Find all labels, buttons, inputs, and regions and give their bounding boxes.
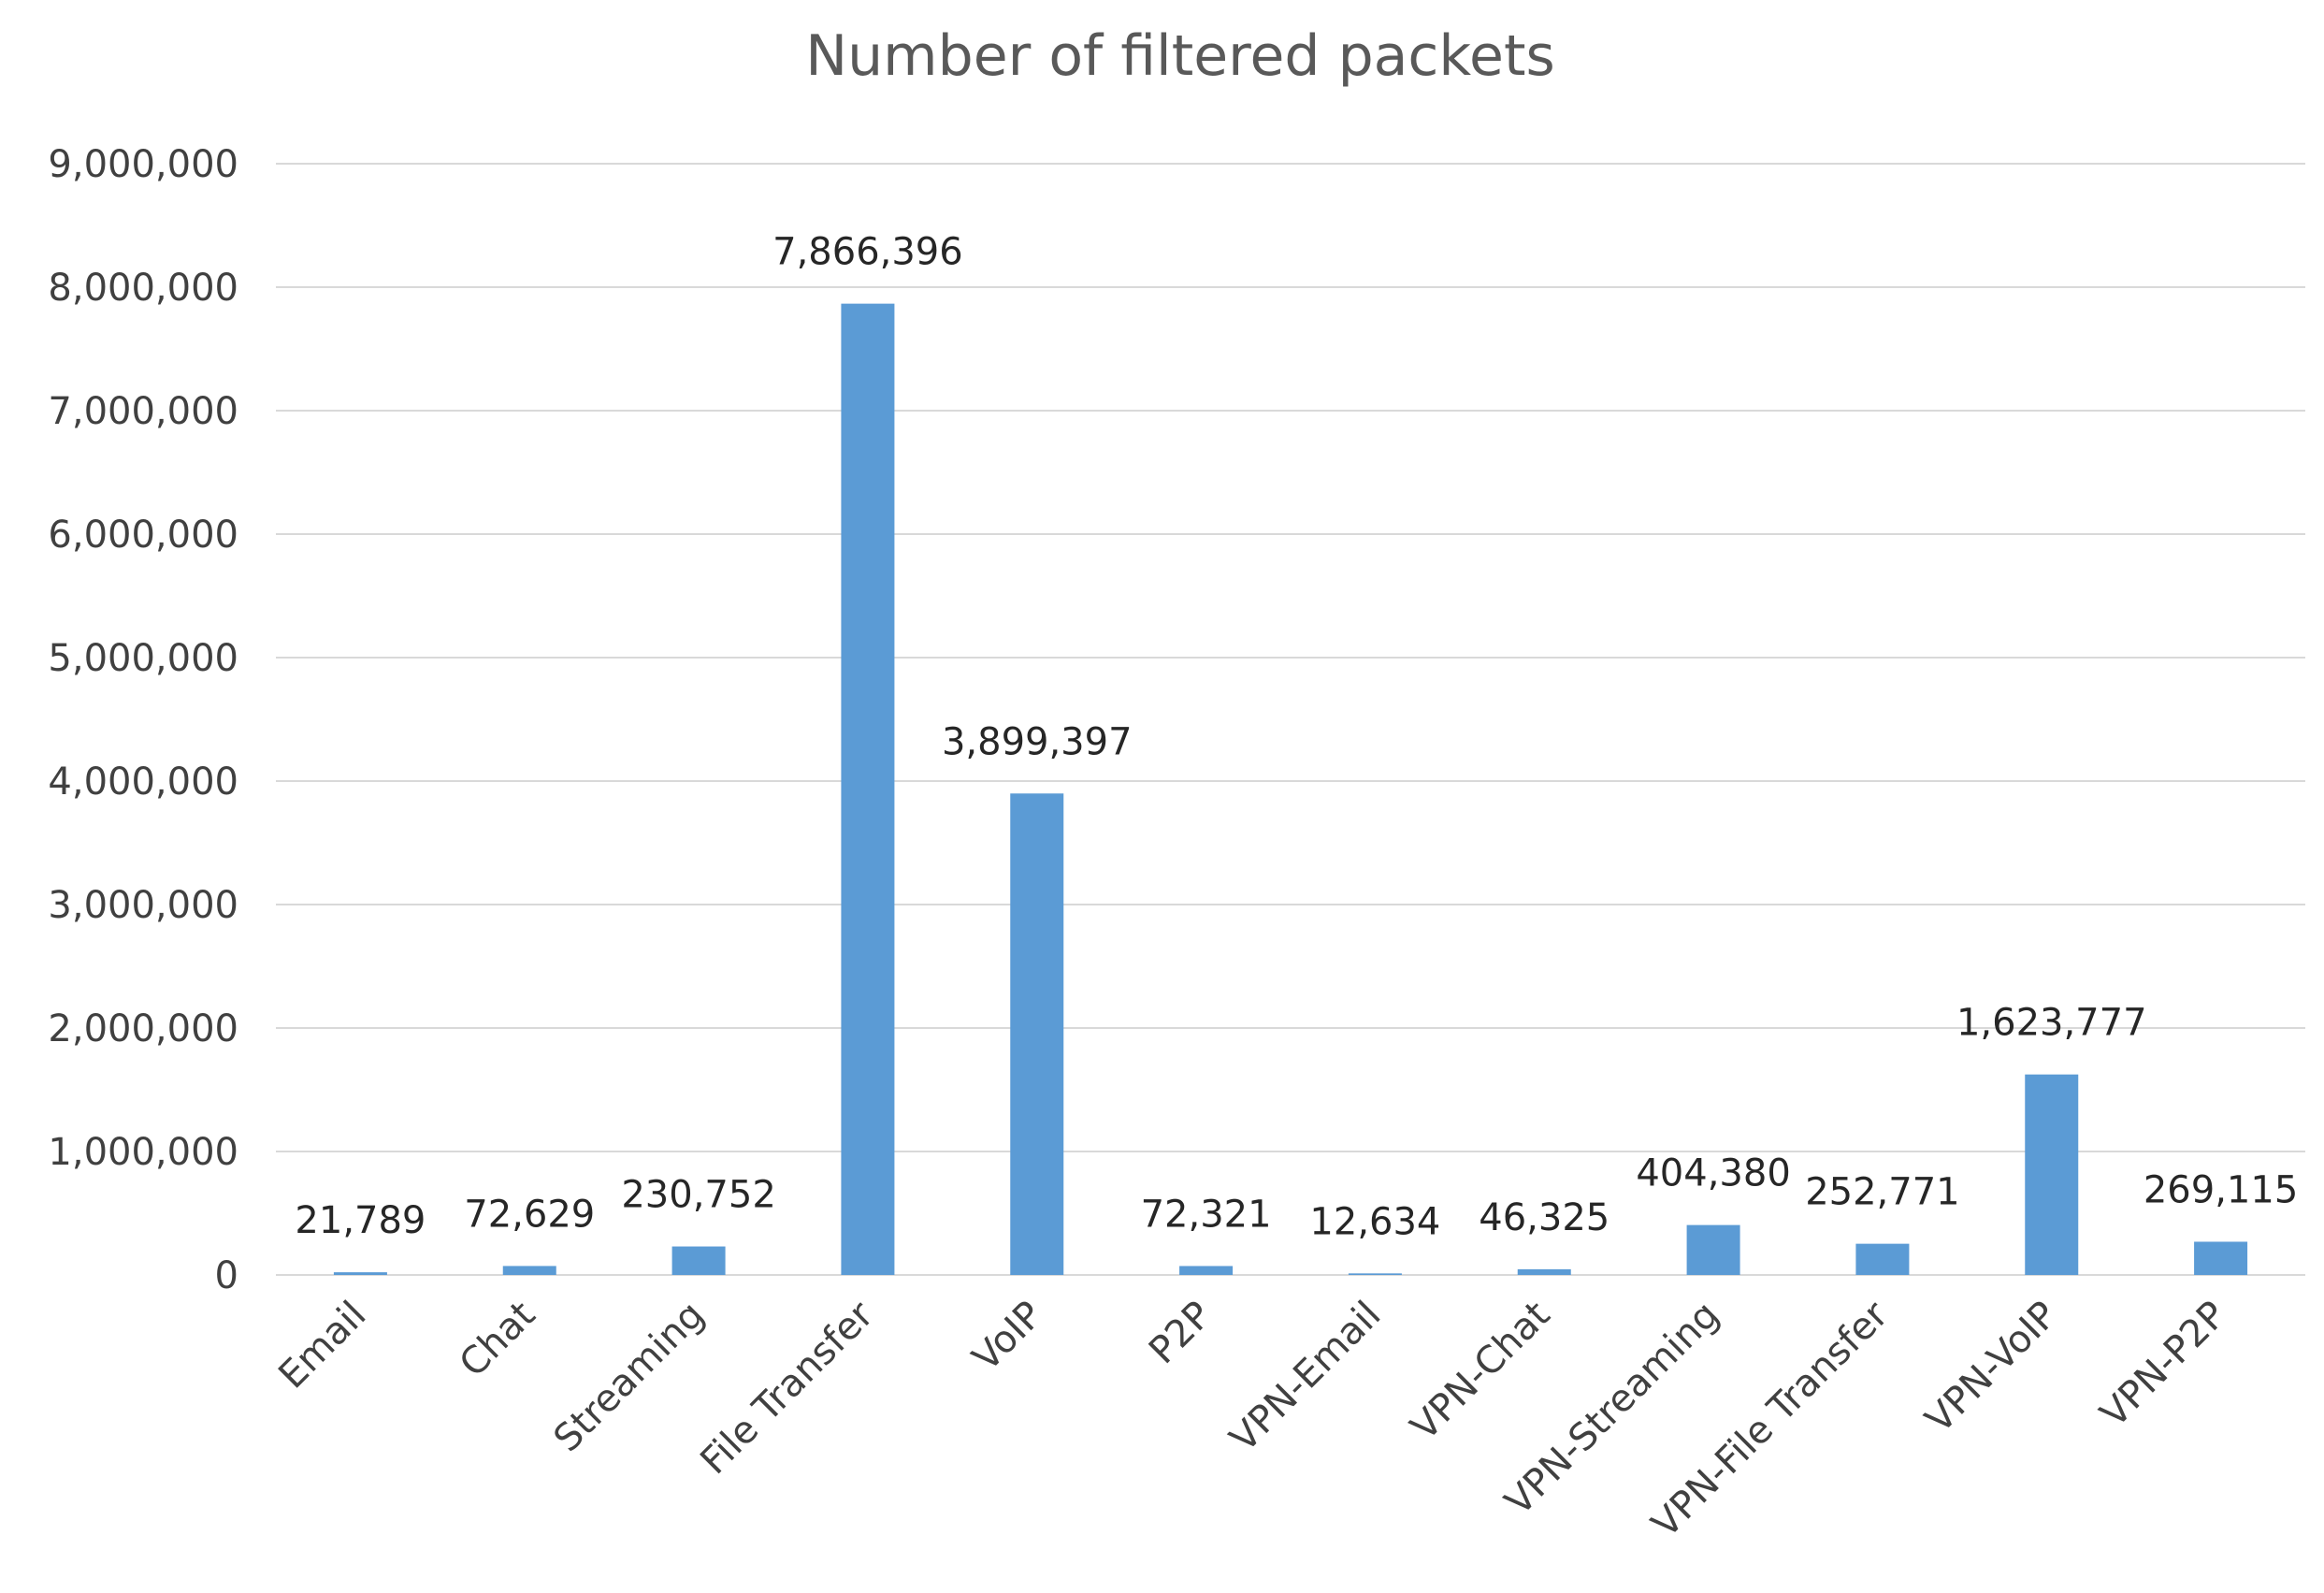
y-axis-tick-labels: 0 1,000,000 2,000,000 3,000,000 4,000,000 5,0… [48, 143, 238, 1297]
data-label: 46,325 [1479, 1196, 1609, 1239]
x-tick-label: P2P [1141, 1294, 1220, 1373]
bar [841, 303, 895, 1275]
bar [1686, 1224, 1740, 1275]
bar [502, 1266, 556, 1275]
x-tick-label: VPN-VoIP [1917, 1294, 2066, 1442]
bar [2194, 1241, 2248, 1275]
y-tick-label: 7,000,000 [48, 390, 238, 433]
y-tick-label: 6,000,000 [48, 514, 238, 557]
x-tick-label: VoIP [964, 1294, 1050, 1380]
y-tick-label: 4,000,000 [48, 760, 238, 804]
x-tick-label: Email [270, 1294, 374, 1397]
bar [1179, 1266, 1234, 1275]
bar [1348, 1273, 1402, 1275]
y-tick-label: 0 [215, 1254, 238, 1297]
data-label: 404,380 [1636, 1152, 1790, 1195]
data-label: 252,771 [1805, 1171, 1959, 1214]
y-tick-label: 8,000,000 [48, 267, 238, 310]
bar [1010, 793, 1064, 1275]
x-tick-label: File Transfer [692, 1293, 882, 1483]
x-tick-label: VPN-Email [1222, 1294, 1390, 1461]
x-tick-label: Streaming [546, 1294, 714, 1461]
gridlines [276, 163, 2305, 1276]
data-labels: 21,789 72,629 230,752 7,866,396 3,899,397 72,… [295, 231, 2298, 1244]
x-tick-label: VPN-Chat [1403, 1294, 1558, 1449]
y-tick-label: 5,000,000 [48, 637, 238, 680]
bar [1517, 1268, 1571, 1275]
data-label: 1,623,777 [1956, 1002, 2147, 1045]
chart-title: Number of filtered packets [805, 23, 1554, 89]
bar [333, 1272, 387, 1275]
data-label: 72,321 [1141, 1193, 1272, 1236]
data-label: 12,634 [1309, 1200, 1440, 1243]
bar [2025, 1074, 2079, 1275]
y-tick-label: 3,000,000 [48, 884, 238, 927]
y-tick-label: 2,000,000 [48, 1007, 238, 1050]
bar [1855, 1243, 1910, 1275]
data-label: 3,899,397 [942, 720, 1133, 763]
data-label: 269,115 [2144, 1168, 2298, 1211]
data-label: 21,789 [295, 1199, 426, 1242]
data-label: 72,629 [464, 1193, 595, 1236]
x-tick-label: Chat [452, 1294, 544, 1386]
y-tick-label: 9,000,000 [48, 143, 238, 186]
data-label: 7,866,396 [772, 231, 963, 274]
x-tick-label: VPN-P2P [2092, 1294, 2234, 1436]
bars [333, 303, 2248, 1275]
data-label: 230,752 [621, 1174, 775, 1217]
y-tick-label: 1,000,000 [48, 1131, 238, 1174]
bar [671, 1246, 726, 1275]
